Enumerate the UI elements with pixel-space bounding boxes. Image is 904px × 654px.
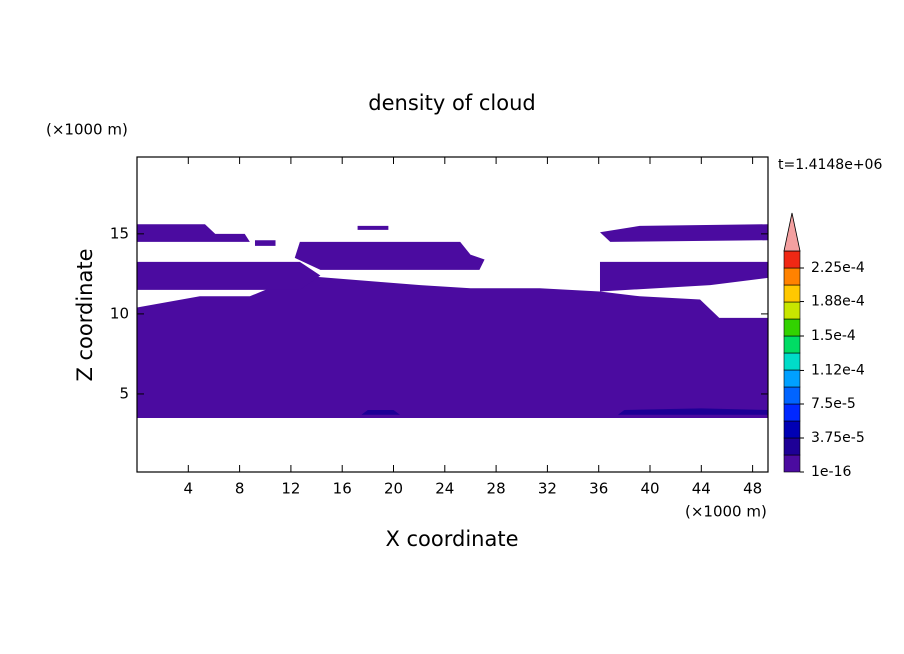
x-unit: (×1000 m) (685, 503, 767, 521)
colorbar-tick-label: 3.75e-5 (811, 430, 865, 446)
plot-area (137, 224, 768, 418)
contour-region (357, 225, 389, 230)
colorbar-tick-label: 1.5e-4 (811, 328, 856, 344)
colorbar-extend (783, 212, 801, 252)
y-axis-label: Z coordinate (73, 248, 97, 381)
x-tick-label: 32 (538, 480, 557, 498)
colorbar-band (783, 335, 801, 354)
x-tick-label: 24 (435, 480, 454, 498)
colorbar-band (783, 318, 801, 337)
y-tick-label: 10 (110, 304, 129, 322)
colorbar-tick-label: 1.12e-4 (811, 362, 865, 378)
colorbar-tick-label: 2.25e-4 (811, 260, 865, 276)
contour-region (361, 409, 400, 415)
colorbar-tick-label: 1e-16 (811, 464, 851, 480)
colorbar-band (783, 386, 801, 405)
contour-region (294, 241, 485, 270)
colorbar-tick-label: 1.88e-4 (811, 294, 865, 310)
y-unit: (×1000 m) (46, 121, 128, 139)
colorbar-band (783, 267, 801, 286)
colorbar-band (783, 454, 801, 473)
chart-title: density of cloud (368, 91, 535, 115)
y-tick-label: 5 (119, 384, 129, 402)
x-tick-label: 40 (640, 480, 659, 498)
colorbar-band (783, 284, 801, 303)
colorbar-band (783, 420, 801, 439)
x-tick-label: 20 (384, 480, 403, 498)
plot-frame (136, 156, 769, 473)
colorbar-band (783, 301, 801, 320)
colorbar-tick-label: 7.5e-5 (811, 396, 856, 412)
x-tick-label: 28 (487, 480, 506, 498)
colorbar-band (783, 352, 801, 371)
x-tick-label: 48 (743, 480, 762, 498)
x-tick-label: 16 (333, 480, 352, 498)
colorbar-band (783, 250, 801, 269)
x-tick-label: 4 (184, 480, 194, 498)
contour-region (599, 261, 768, 292)
colorbar-band (783, 369, 801, 388)
colorbar-band (783, 437, 801, 456)
contour-region (137, 275, 768, 418)
contour-region (137, 224, 250, 242)
x-tick-label: 12 (281, 480, 300, 498)
x-tick-label: 8 (235, 480, 245, 498)
contour-region (617, 408, 768, 415)
contour-region (599, 224, 768, 242)
colorbar-band (783, 403, 801, 422)
contour-region (137, 261, 321, 290)
y-tick-label: 15 (110, 224, 129, 242)
contour-region (254, 240, 276, 246)
x-axis-label: X coordinate (385, 527, 518, 551)
time-label: t=1.4148e+06 (778, 157, 882, 173)
x-tick-label: 36 (589, 480, 608, 498)
x-tick-label: 44 (692, 480, 711, 498)
